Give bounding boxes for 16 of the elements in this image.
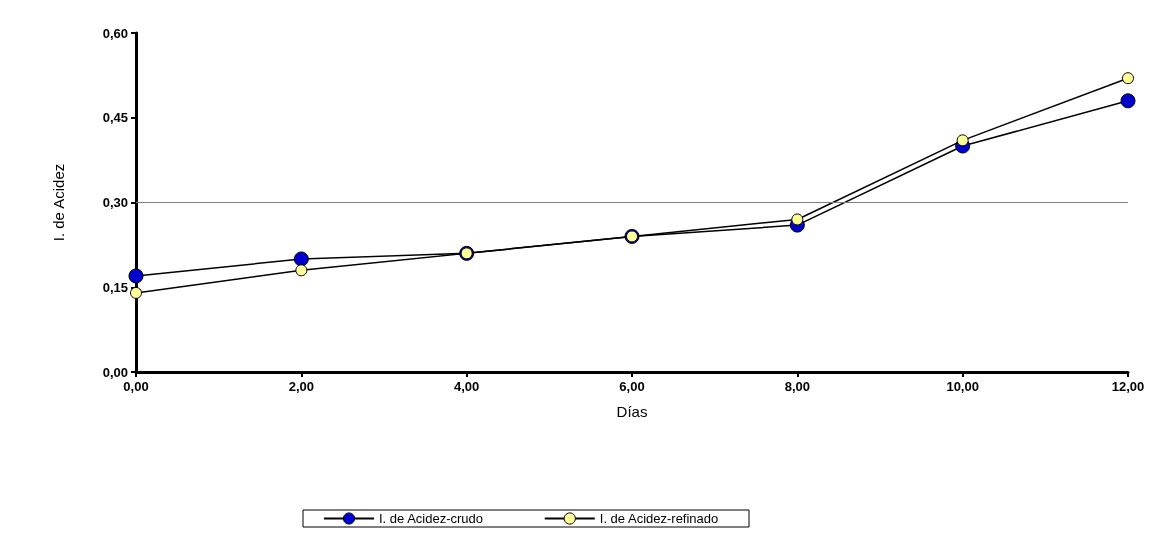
- y-tick-label: 0,15: [102, 279, 128, 295]
- y-tick-label: 0,00: [102, 364, 128, 380]
- x-tick-label: 10,00: [946, 379, 979, 394]
- y-tick-label: 0,45: [102, 110, 128, 126]
- y-tick-label: 0,60: [102, 25, 128, 41]
- x-tick-label: 0,00: [123, 379, 149, 394]
- x-tick-label: 8,00: [784, 379, 810, 394]
- x-tick-label: 2,00: [288, 379, 314, 394]
- x-tick-label: 6,00: [619, 379, 645, 394]
- y-axis-title: I. de Acidez: [50, 163, 67, 242]
- x-tick-label: 4,00: [454, 379, 480, 394]
- legend-label: I. de Acidez-refinado: [599, 511, 719, 526]
- legend-label: I. de Acidez-crudo: [379, 511, 484, 526]
- y-tick-label: 0,30: [102, 195, 128, 210]
- x-axis-title: Días: [616, 403, 648, 420]
- x-tick-label: 12,00: [1111, 379, 1145, 394]
